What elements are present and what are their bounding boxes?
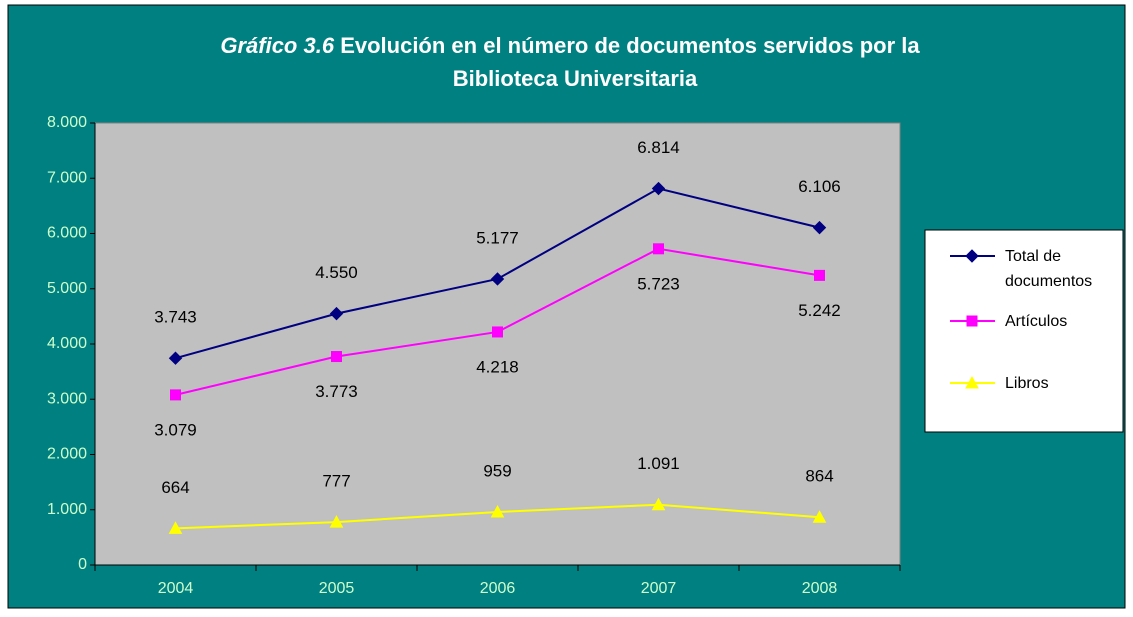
data-label: 3.773 xyxy=(315,382,358,401)
marker xyxy=(812,510,827,523)
y-tick-label: 3.000 xyxy=(47,390,87,407)
x-tick-label: 2006 xyxy=(480,580,516,597)
data-label: 4.218 xyxy=(476,357,519,376)
y-tick-label: 5.000 xyxy=(47,280,87,297)
x-tick-label: 2005 xyxy=(319,580,355,597)
y-tick-label: 8.000 xyxy=(47,114,87,131)
marker xyxy=(168,351,183,365)
legend-label: Artículos xyxy=(1005,313,1068,330)
marker xyxy=(170,389,181,401)
data-label: 3.079 xyxy=(154,420,197,439)
chart-title: Gráfico 3.6 Evolución en el número de do… xyxy=(220,33,920,58)
y-tick-label: 1.000 xyxy=(47,501,87,518)
y-tick-label: 7.000 xyxy=(47,169,87,186)
title-prefix: Gráfico 3.6 xyxy=(220,33,334,58)
data-label: 6.814 xyxy=(637,138,680,157)
legend-label: Total de documentos xyxy=(1005,248,1093,290)
title-line: Evolución en el número de documentos ser… xyxy=(340,33,920,58)
legend-marker xyxy=(965,249,979,263)
y-tick-label: 4.000 xyxy=(47,335,87,352)
marker xyxy=(651,181,666,196)
data-label: 6.106 xyxy=(798,177,841,196)
x-tick-label: 2004 xyxy=(158,580,194,597)
data-label: 959 xyxy=(483,461,511,480)
marker xyxy=(329,306,344,321)
data-label: 864 xyxy=(805,467,833,486)
data-label: 5.242 xyxy=(798,301,841,320)
plot-area xyxy=(94,122,901,566)
y-tick-label: 6.000 xyxy=(47,225,87,242)
y-tick-label: 0 xyxy=(78,556,87,573)
data-label: 777 xyxy=(322,472,350,491)
legend-marker xyxy=(965,375,979,389)
marker xyxy=(492,326,503,338)
data-label: 4.550 xyxy=(315,263,358,282)
data-label: 5.177 xyxy=(476,228,519,247)
legend xyxy=(924,229,1124,433)
data-label: 5.723 xyxy=(637,274,680,293)
marker xyxy=(812,220,827,235)
marker xyxy=(814,269,825,281)
data-label: 664 xyxy=(161,478,189,497)
x-tick-label: 2007 xyxy=(641,580,677,597)
data-label: 1.091 xyxy=(637,454,680,473)
marker xyxy=(168,521,183,534)
legend-marker xyxy=(966,315,978,327)
marker xyxy=(329,515,344,528)
marker xyxy=(490,272,505,286)
marker xyxy=(651,497,666,511)
legend-label: Libros xyxy=(1005,375,1049,392)
marker xyxy=(331,351,342,363)
x-tick-label: 2008 xyxy=(802,580,838,597)
chart-title: Biblioteca Universitaria xyxy=(453,66,698,91)
data-label: 3.743 xyxy=(154,308,197,327)
marker xyxy=(653,243,664,255)
marker xyxy=(490,504,505,518)
y-tick-label: 2.000 xyxy=(47,446,87,463)
